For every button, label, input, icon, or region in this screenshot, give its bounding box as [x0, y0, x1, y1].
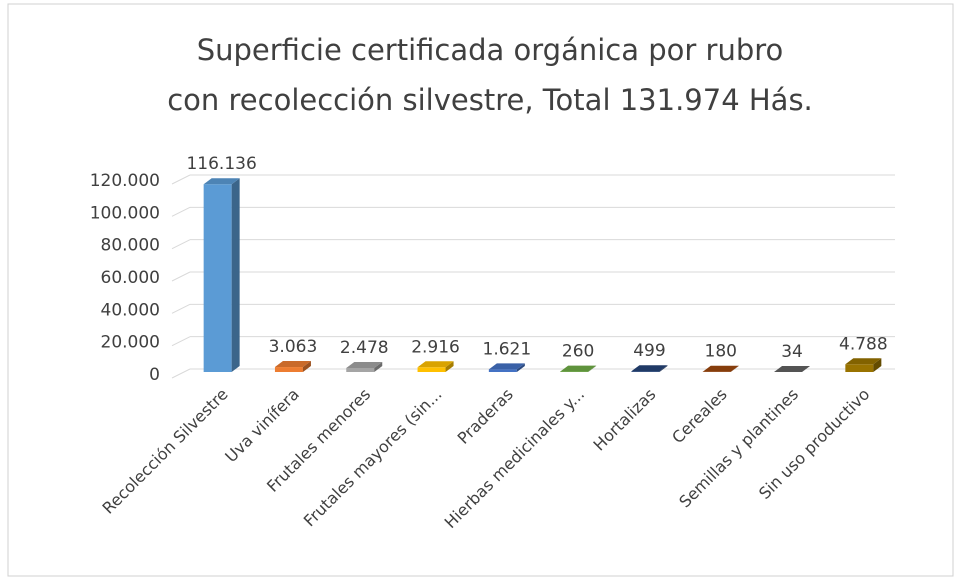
bar-top [845, 358, 882, 365]
value-label: 2.916 [411, 337, 460, 357]
chart-border [7, 3, 954, 577]
y-tick-label: 20.000 [101, 333, 160, 353]
bar-side [588, 365, 597, 372]
bar-top [774, 365, 811, 372]
grid-line [171, 303, 191, 314]
value-label: 3.063 [269, 337, 318, 357]
bar-side [302, 361, 311, 372]
y-tick-label: 80.000 [101, 236, 160, 256]
bar-side [730, 365, 739, 372]
y-tick-label: 100.000 [90, 203, 160, 223]
bar [274, 367, 303, 372]
bar-side [516, 363, 525, 372]
value-label: 180 [705, 342, 737, 362]
bar-top [560, 365, 597, 372]
bar-side [802, 365, 811, 372]
value-label: 260 [562, 342, 594, 362]
bar [203, 184, 232, 372]
grid-line [171, 239, 191, 250]
value-label: 116.136 [186, 154, 256, 174]
bar-side [873, 358, 882, 372]
bar-side [231, 178, 240, 372]
y-tick-label: 60.000 [101, 268, 160, 288]
grid-line [171, 368, 191, 379]
y-tick-label: 0 [149, 365, 160, 385]
grid-line [171, 206, 191, 217]
value-label: 1.621 [483, 339, 532, 359]
y-tick-label: 40.000 [101, 300, 160, 320]
value-label: 2.478 [340, 338, 389, 358]
value-label: 499 [633, 341, 665, 361]
bar-top [702, 365, 739, 372]
bar [488, 369, 517, 372]
chart-title: con recolección silvestre, Total 131.974… [167, 83, 813, 117]
bar [417, 367, 446, 372]
value-label: 34 [781, 342, 803, 362]
bar-top [274, 361, 311, 368]
bar-top [203, 178, 240, 185]
bar [346, 367, 375, 372]
value-label: 4.788 [839, 334, 888, 354]
bar [631, 371, 660, 372]
bar-side [659, 365, 668, 372]
bar-top [488, 363, 525, 370]
bar-side [445, 361, 454, 372]
grid-line [171, 271, 191, 282]
bar-side [374, 361, 383, 372]
grid-line [171, 174, 191, 185]
bar-top [417, 361, 454, 368]
y-tick-label: 120.000 [90, 171, 160, 191]
grid-line [171, 336, 191, 347]
bar-top [346, 361, 383, 368]
bar-top [631, 365, 668, 372]
bar [845, 364, 874, 372]
chart-title: Superficie certificada orgánica por rubr… [197, 33, 784, 67]
